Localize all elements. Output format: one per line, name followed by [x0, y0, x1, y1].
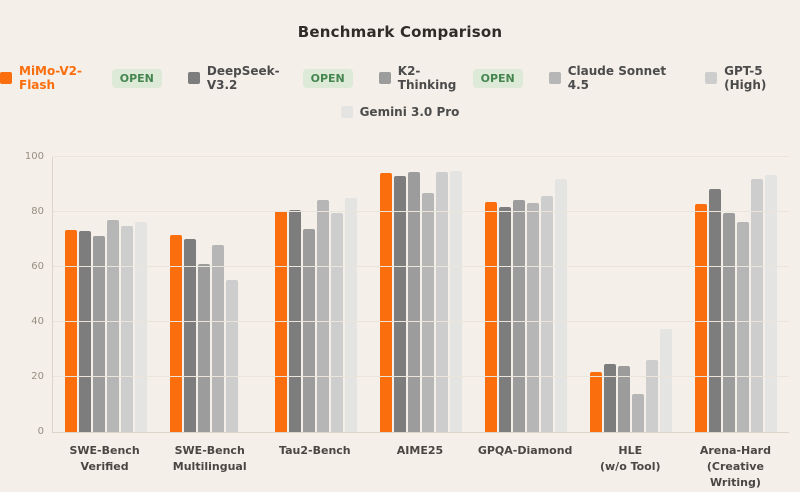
legend-item-k2-thinking[interactable]: K2-Thinking OPEN: [378, 64, 523, 92]
chart-plot-area: [52, 156, 789, 433]
bar-k2-thinking[interactable]: [92, 235, 105, 432]
open-badge: OPEN: [302, 68, 353, 88]
bar-group-2: [158, 157, 263, 432]
bar-mimo-v2-flash[interactable]: [590, 371, 603, 432]
gridline-20: [53, 376, 789, 377]
legend-swatch-icon: [378, 72, 391, 84]
category-label-3: Tau2-Bench: [279, 444, 351, 457]
legend-label: DeepSeek-V3.2: [206, 64, 280, 92]
x-axis-labels: SWE-Bench Verified SWE-Bench Multilingual Ta…: [52, 443, 788, 491]
bar-gemini-3-0-pro[interactable]: [449, 170, 462, 432]
gridline-60: [53, 266, 789, 267]
legend-swatch-icon: [0, 72, 12, 84]
open-badge: OPEN: [111, 68, 162, 88]
bar-group-3: [263, 157, 368, 432]
legend-item-claude-sonnet-4-5[interactable]: Claude Sonnet 4.5: [548, 64, 679, 92]
bar-k2-thinking[interactable]: [513, 199, 526, 432]
bar-k2-thinking[interactable]: [302, 228, 315, 432]
legend-swatch-icon: [187, 72, 200, 84]
open-badge: OPEN: [472, 68, 523, 88]
bar-claude-sonnet-4-5[interactable]: [211, 245, 224, 432]
legend-label: Claude Sonnet 4.5: [567, 64, 667, 92]
bar-mimo-v2-flash[interactable]: [695, 203, 708, 432]
bar-groups: [53, 157, 789, 432]
category-label-4: AIME25: [396, 444, 444, 457]
bar-deepseek-v3-2[interactable]: [183, 238, 196, 432]
bar-group-4: [368, 157, 473, 432]
legend-swatch-icon: [548, 72, 561, 84]
bar-group-5: [474, 157, 579, 432]
bar-deepseek-v3-2[interactable]: [78, 231, 91, 432]
bar-deepseek-v3-2[interactable]: [604, 363, 617, 432]
y-tick-label-60: 60: [31, 261, 44, 272]
bar-deepseek-v3-2[interactable]: [393, 175, 406, 432]
legend-label: Gemini 3.0 Pro: [359, 105, 460, 119]
bar-gpt-5-high-[interactable]: [751, 179, 764, 432]
bar-claude-sonnet-4-5[interactable]: [737, 221, 750, 432]
y-tick-label-40: 40: [31, 316, 44, 327]
y-tick-label-20: 20: [31, 371, 44, 382]
legend-swatch-icon: [705, 72, 718, 84]
gridline-100: [53, 156, 789, 157]
bar-gpt-5-high-[interactable]: [330, 213, 343, 432]
bar-k2-thinking[interactable]: [723, 213, 736, 432]
legend-label: MiMo-V2-Flash: [19, 64, 82, 92]
bar-mimo-v2-flash[interactable]: [64, 230, 77, 432]
category-label-5: GPQA-Diamond: [477, 444, 573, 457]
bar-gpt-5-high-[interactable]: [435, 171, 448, 432]
legend-label: GPT-5 (High): [724, 64, 767, 92]
bar-deepseek-v3-2[interactable]: [499, 206, 512, 432]
legend-item-gemini-3-0-pro[interactable]: Gemini 3.0 Pro: [340, 105, 460, 119]
bar-gemini-3-0-pro[interactable]: [344, 197, 357, 432]
category-label-2: SWE-Bench Multilingual: [172, 444, 247, 473]
bar-group-7: [684, 157, 789, 432]
legend: MiMo-V2-Flash OPEN DeepSeek-V3.2 OPEN K2-Thi…: [0, 64, 800, 119]
bar-gemini-3-0-pro[interactable]: [134, 222, 147, 432]
bar-deepseek-v3-2[interactable]: [709, 188, 722, 432]
bar-k2-thinking[interactable]: [197, 263, 210, 432]
legend-item-gpt-5-high-[interactable]: GPT-5 (High): [705, 64, 800, 92]
y-tick-label-100: 100: [24, 151, 44, 162]
gridline-40: [53, 321, 789, 322]
bar-claude-sonnet-4-5[interactable]: [421, 192, 434, 432]
bar-gpt-5-high-[interactable]: [541, 196, 554, 432]
legend-row-2: Gemini 3.0 Pro: [340, 105, 460, 119]
gridline-80: [53, 211, 789, 212]
bar-mimo-v2-flash[interactable]: [485, 202, 498, 432]
bar-group-1: [53, 157, 158, 432]
bar-claude-sonnet-4-5[interactable]: [632, 394, 645, 432]
category-label-1: SWE-Bench Verified: [69, 444, 140, 473]
y-tick-label-80: 80: [31, 206, 44, 217]
bar-gemini-3-0-pro[interactable]: [765, 174, 778, 432]
category-label-7: Arena-Hard (Creative Writing): [699, 444, 771, 489]
bar-gemini-3-0-pro[interactable]: [660, 328, 673, 432]
bar-claude-sonnet-4-5[interactable]: [527, 202, 540, 432]
bar-gemini-3-0-pro[interactable]: [555, 179, 568, 432]
y-tick-label-0: 0: [37, 426, 44, 437]
bar-k2-thinking[interactable]: [407, 172, 420, 432]
bar-mimo-v2-flash[interactable]: [379, 173, 392, 432]
legend-swatch-icon: [340, 106, 353, 118]
bar-gpt-5-high-[interactable]: [225, 279, 238, 432]
legend-row-1: MiMo-V2-Flash OPEN DeepSeek-V3.2 OPEN K2-Thi…: [0, 64, 800, 92]
bar-gpt-5-high-[interactable]: [120, 226, 133, 432]
bar-mimo-v2-flash[interactable]: [169, 234, 182, 432]
bar-claude-sonnet-4-5[interactable]: [316, 199, 329, 432]
legend-label: K2-Thinking: [397, 64, 457, 92]
legend-item-mimo-v2-flash[interactable]: MiMo-V2-Flash OPEN: [0, 64, 162, 92]
bar-k2-thinking[interactable]: [618, 366, 631, 432]
bar-group-6: [579, 157, 684, 432]
bar-claude-sonnet-4-5[interactable]: [106, 219, 119, 432]
bar-gpt-5-high-[interactable]: [646, 359, 659, 432]
category-label-6: HLE (w/o Tool): [599, 444, 661, 473]
legend-item-deepseek-v3-2[interactable]: DeepSeek-V3.2 OPEN: [187, 64, 353, 92]
page-title: Benchmark Comparison: [297, 23, 503, 41]
